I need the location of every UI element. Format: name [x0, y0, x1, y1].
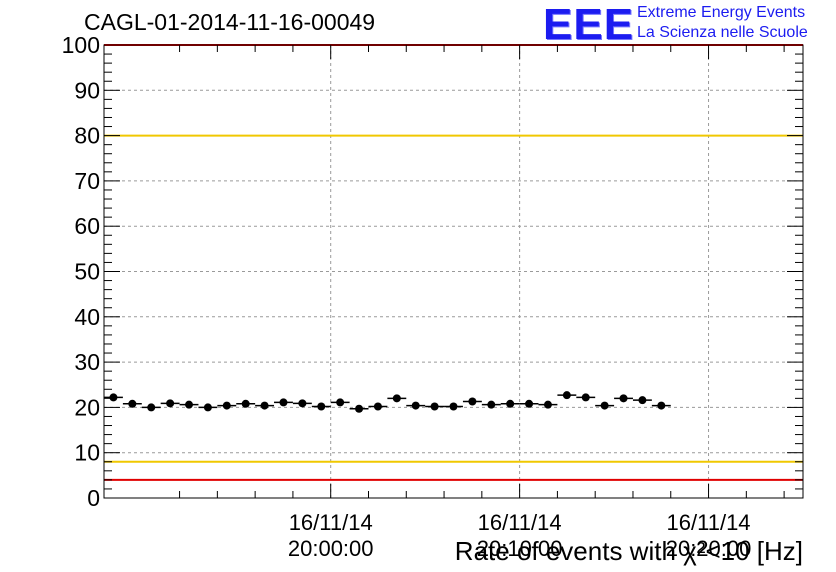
y-tick-label: 60	[74, 213, 100, 239]
y-tick-label: 50	[74, 259, 100, 285]
data-point	[355, 404, 364, 413]
x-tick-date: 16/11/14	[667, 510, 751, 535]
data-point	[543, 400, 552, 409]
logo-line-1: Extreme Energy Events	[637, 4, 806, 21]
data-point	[185, 400, 194, 409]
y-tick-labels: 0 10 20 30 40 50 60 70 80 90 100	[62, 32, 100, 511]
data-point	[373, 402, 382, 411]
grid-lines	[104, 45, 803, 498]
x-axis-label: Rate of events with χ²<10 [Hz]	[455, 536, 803, 566]
x-tick-labels: 16/11/1420:00:0016/11/1420:10:0016/11/14…	[288, 510, 751, 561]
y-tick-label: 20	[74, 394, 100, 420]
data-point	[487, 400, 496, 409]
data-point	[657, 401, 666, 410]
y-tick-label: 0	[87, 485, 100, 511]
data-point	[128, 399, 137, 408]
y-tick-label: 40	[74, 304, 100, 330]
data-point	[317, 402, 326, 411]
data-point	[638, 396, 647, 405]
y-tick-label: 10	[74, 440, 100, 466]
data-point	[147, 403, 156, 412]
logo-line-2: La Scienza nelle Scuole	[637, 24, 808, 41]
data-point	[392, 394, 401, 403]
data-point	[562, 391, 571, 400]
x-tick-time: 20:00:00	[288, 536, 374, 561]
reference-lines	[104, 44, 803, 481]
data-point	[525, 399, 534, 408]
data-point	[279, 398, 288, 407]
x-tick-date: 16/11/14	[478, 510, 562, 535]
x-tick-time: 20:10:00	[477, 536, 563, 561]
data-point	[222, 401, 231, 410]
data-point	[298, 399, 307, 408]
data-point	[449, 402, 458, 411]
data-point	[468, 397, 477, 406]
data-point	[506, 399, 515, 408]
y-tick-label: 90	[74, 77, 100, 103]
axis-ticks	[103, 44, 803, 499]
data-point	[581, 393, 590, 402]
data-point	[600, 401, 609, 410]
data-point	[241, 399, 250, 408]
data-point	[411, 401, 420, 410]
y-tick-label: 30	[74, 349, 100, 375]
data-point	[166, 399, 175, 408]
x-tick-date: 16/11/14	[289, 510, 373, 535]
x-tick-time: 20:20:00	[666, 536, 752, 561]
data-point	[203, 403, 212, 412]
data-point	[430, 402, 439, 411]
y-tick-label: 70	[74, 168, 100, 194]
data-point	[619, 394, 628, 403]
eee-logo: EEE	[543, 0, 635, 49]
data-point	[336, 398, 345, 407]
y-tick-label: 80	[74, 123, 100, 149]
chart-title: CAGL-01-2014-11-16-00049	[84, 9, 376, 35]
data-point	[109, 393, 118, 402]
data-points	[104, 391, 671, 413]
data-point	[260, 401, 269, 410]
y-tick-label: 100	[62, 32, 100, 58]
